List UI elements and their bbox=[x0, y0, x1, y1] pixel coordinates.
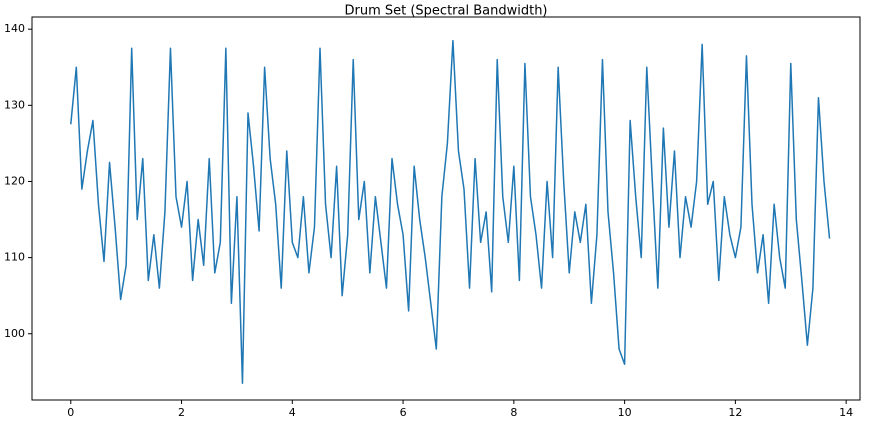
x-tick-label: 8 bbox=[510, 406, 517, 419]
x-tick-label: 12 bbox=[728, 406, 742, 419]
x-tick-label: 0 bbox=[67, 406, 74, 419]
data-line bbox=[70, 39, 831, 384]
chart-title: Drum Set (Spectral Bandwidth) bbox=[344, 4, 547, 19]
x-tick-label: 10 bbox=[618, 406, 632, 419]
y-tick-label: 110 bbox=[4, 251, 25, 264]
x-tick-label: 4 bbox=[289, 406, 296, 419]
y-tick-label: 140 bbox=[4, 22, 25, 35]
x-tick-label: 2 bbox=[178, 406, 185, 419]
y-tick-label: 130 bbox=[4, 98, 25, 111]
y-tick-label: 120 bbox=[4, 174, 25, 187]
x-tick-label: 14 bbox=[839, 406, 853, 419]
y-tick-label: 100 bbox=[4, 327, 25, 340]
plot-frame bbox=[31, 16, 861, 401]
x-tick-label: 6 bbox=[400, 406, 407, 419]
